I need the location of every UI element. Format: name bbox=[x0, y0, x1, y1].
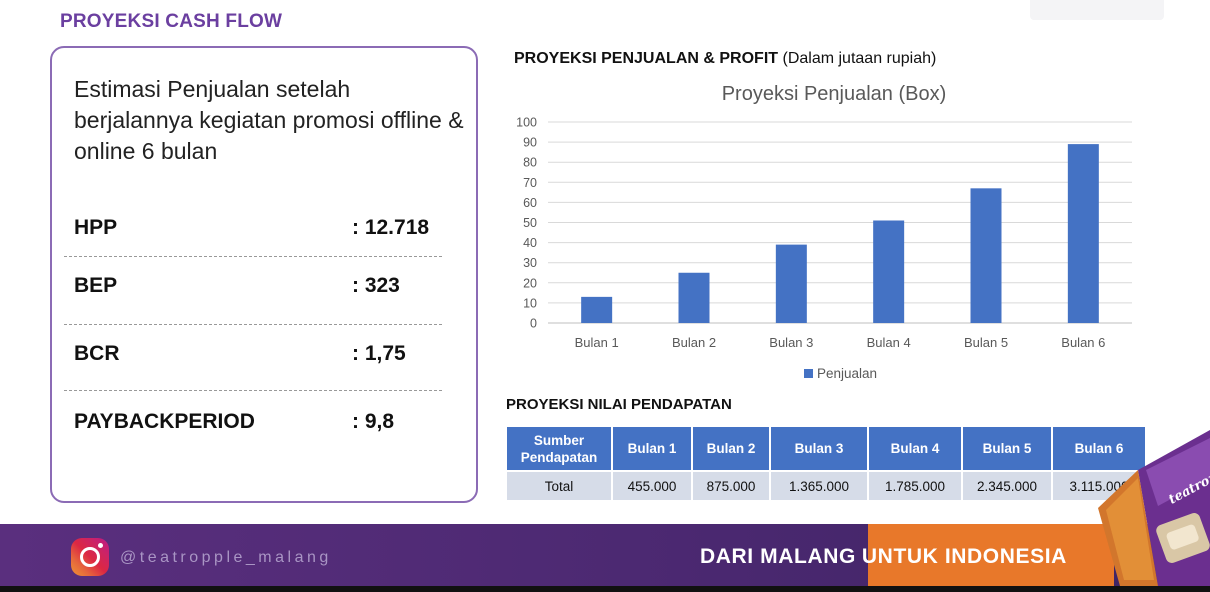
revenue-table: Sumber Pendapatan Bulan 1 Bulan 2 Bulan 3 Bu… bbox=[505, 425, 1147, 502]
x-tick-label: Bulan 4 bbox=[867, 335, 911, 350]
table-header-cell: Bulan 3 bbox=[769, 425, 869, 472]
bar-bulan-4 bbox=[873, 220, 905, 323]
table-header-cell: Sumber Pendapatan bbox=[505, 425, 613, 472]
legend-swatch bbox=[804, 369, 813, 378]
table-cell: 1.365.000 bbox=[769, 470, 869, 502]
metric-value: : 12.718 bbox=[352, 216, 430, 239]
y-tick-label: 0 bbox=[530, 317, 537, 331]
summary-card: Estimasi Penjualan setelah berjalannya k… bbox=[50, 46, 478, 503]
bar-bulan-5 bbox=[970, 188, 1002, 323]
y-tick-label: 40 bbox=[523, 236, 537, 250]
table-cell: Total bbox=[505, 470, 613, 502]
instagram-icon[interactable] bbox=[71, 538, 109, 576]
metric-value: : 323 bbox=[352, 274, 400, 297]
y-tick-label: 50 bbox=[523, 216, 537, 230]
metric-row-bep: BEP : 323 bbox=[74, 274, 444, 304]
chart-section-heading: PROYEKSI PENJUALAN & PROFIT (Dalam jutaa… bbox=[514, 50, 936, 68]
y-tick-label: 70 bbox=[523, 176, 537, 190]
x-tick-label: Bulan 5 bbox=[964, 335, 1008, 350]
y-tick-label: 10 bbox=[523, 296, 537, 310]
metric-row-bcr: BCR : 1,75 bbox=[74, 342, 444, 372]
y-tick-label: 80 bbox=[523, 156, 537, 170]
footer-orange-panel bbox=[868, 524, 1114, 586]
x-tick-label: Bulan 3 bbox=[769, 335, 813, 350]
product-box-image: teatropple bbox=[1098, 430, 1210, 586]
y-tick-label: 60 bbox=[523, 196, 537, 210]
page-title: PROYEKSI CASH FLOW bbox=[60, 11, 283, 32]
chart-heading-main: PROYEKSI PENJUALAN & PROFIT bbox=[514, 50, 779, 67]
bar-bulan-1 bbox=[581, 296, 613, 323]
sales-bar-chart: Proyeksi Penjualan (Box) 0 10 20 30 40 50 60 70 8… bbox=[516, 83, 1132, 381]
bar-bulan-6 bbox=[1067, 144, 1099, 323]
table-row: Total 455.000 875.000 1.365.000 1.785.000 2.3… bbox=[505, 470, 1147, 502]
chart-title: Proyeksi Penjualan (Box) bbox=[722, 83, 947, 105]
instagram-handle[interactable]: @teatropple_malang bbox=[120, 549, 332, 566]
footer-tagline: DARI MALANG UNTUK INDONESIA bbox=[700, 545, 1067, 569]
x-tick-label: Bulan 6 bbox=[1061, 335, 1105, 350]
metric-label: BEP bbox=[74, 274, 118, 297]
table-header-cell: Bulan 1 bbox=[611, 425, 693, 472]
top-right-tab bbox=[1030, 0, 1164, 20]
y-tick-label: 100 bbox=[516, 116, 537, 130]
metric-value: : 1,75 bbox=[352, 342, 406, 365]
metric-row-hpp: HPP : 12.718 bbox=[74, 216, 444, 246]
tagline-part-1: DARI MALANG bbox=[700, 545, 856, 568]
legend-label: Penjualan bbox=[817, 366, 877, 381]
x-tick-label: Bulan 2 bbox=[672, 335, 716, 350]
revenue-table-heading: PROYEKSI NILAI PENDAPATAN bbox=[506, 396, 732, 413]
y-tick-label: 20 bbox=[523, 276, 537, 290]
metric-divider bbox=[64, 324, 442, 325]
table-cell: 2.345.000 bbox=[961, 470, 1053, 502]
metric-divider bbox=[64, 256, 442, 257]
x-tick-label: Bulan 1 bbox=[575, 335, 619, 350]
table-cell: 455.000 bbox=[611, 470, 693, 502]
footer-bottom-strip bbox=[0, 586, 1210, 592]
table-header-cell: Bulan 6 bbox=[1051, 425, 1147, 472]
table-cell: 1.785.000 bbox=[867, 470, 963, 502]
metric-divider bbox=[64, 390, 442, 391]
metric-label: HPP bbox=[74, 216, 118, 239]
y-tick-label: 90 bbox=[523, 136, 537, 150]
y-tick-label: 30 bbox=[523, 256, 537, 270]
chart-heading-note: (Dalam jutaan rupiah) bbox=[782, 50, 937, 67]
tagline-part-2: UNTUK INDONESIA bbox=[861, 545, 1067, 568]
table-header-cell: Bulan 4 bbox=[867, 425, 963, 472]
table-header-cell: Bulan 2 bbox=[691, 425, 771, 472]
metric-label: BCR bbox=[74, 342, 120, 365]
table-header-cell: Bulan 5 bbox=[961, 425, 1053, 472]
bar-bulan-2 bbox=[678, 272, 710, 323]
table-cell: 875.000 bbox=[691, 470, 771, 502]
summary-description: Estimasi Penjualan setelah berjalannya k… bbox=[74, 76, 464, 164]
metric-label: PAYBACKPERIOD bbox=[74, 410, 255, 433]
bar-bulan-3 bbox=[775, 244, 807, 323]
metric-row-payback: PAYBACKPERIOD : 9,8 bbox=[74, 410, 444, 440]
metric-value: : 9,8 bbox=[352, 410, 395, 433]
